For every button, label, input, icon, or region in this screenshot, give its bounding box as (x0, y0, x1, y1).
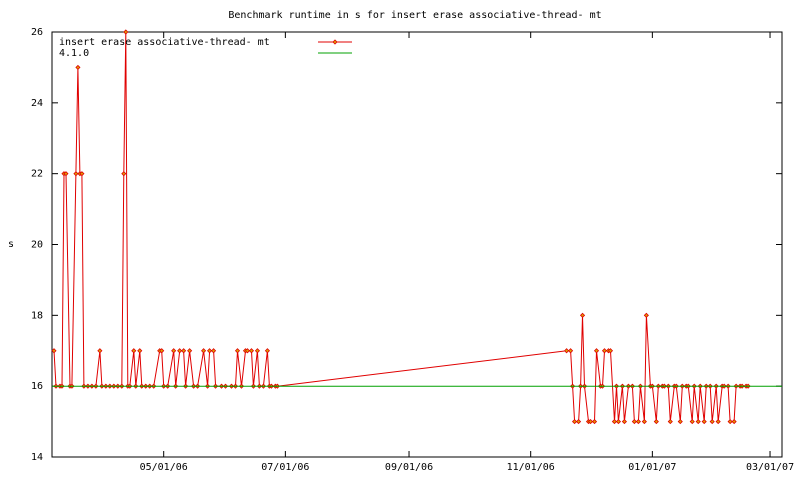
data-point (75, 64, 81, 70)
y-axis-label: s (8, 239, 14, 250)
data-point (591, 419, 598, 425)
data-point (159, 348, 165, 354)
data-point (207, 348, 213, 354)
data-point (611, 419, 618, 425)
data-point (653, 419, 659, 425)
data-point (123, 29, 129, 35)
y-tick-label: 18 (31, 310, 43, 321)
data-point (97, 348, 103, 354)
data-point (701, 419, 707, 425)
data-point (210, 348, 217, 354)
data-point (601, 348, 608, 354)
data-point (715, 419, 721, 425)
data-point (635, 419, 641, 425)
data-point (607, 348, 614, 354)
x-tick-label: 01/01/07 (628, 462, 676, 473)
data-point (73, 171, 79, 177)
data-point (79, 171, 85, 177)
data-point (695, 419, 701, 425)
data-point (177, 348, 183, 354)
data-point (631, 419, 637, 425)
x-tick-label: 11/01/06 (507, 462, 555, 473)
x-tick-label: 05/01/06 (140, 462, 188, 473)
data-point (254, 348, 261, 354)
x-tick-label: 07/01/06 (261, 462, 309, 473)
data-point (572, 419, 578, 425)
y-tick-label: 26 (31, 27, 43, 38)
data-point (131, 348, 137, 354)
data-point (181, 348, 187, 354)
legend-marker (332, 39, 338, 45)
data-point (121, 171, 127, 177)
chart-title: Benchmark runtime in s for insert erase … (228, 10, 601, 21)
legend-label: insert erase associative-thread- mt (59, 37, 270, 48)
plot-frame (51, 31, 783, 458)
y-tick-label: 22 (31, 169, 43, 180)
y-tick-label: 20 (31, 240, 43, 251)
data-point (731, 419, 737, 425)
data-point (63, 171, 69, 177)
data-point (727, 419, 733, 425)
data-point (234, 348, 241, 354)
data-point (137, 348, 143, 354)
data-point (264, 348, 270, 354)
series-line (53, 31, 749, 423)
data-point (171, 348, 177, 354)
x-tick-label: 03/01/07 (746, 462, 794, 473)
data-point (568, 348, 574, 354)
data-point (689, 419, 695, 425)
data-point (579, 312, 586, 318)
y-tick-label: 16 (31, 381, 43, 392)
y-tick-label: 24 (31, 98, 43, 109)
data-point (201, 348, 207, 354)
x-tick-label: 09/01/06 (385, 462, 433, 473)
data-point (575, 419, 582, 425)
data-point (677, 419, 683, 425)
data-point (564, 348, 570, 354)
y-tick-label: 14 (31, 452, 43, 463)
data-point (593, 348, 600, 354)
data-point (667, 419, 673, 425)
data-point (641, 419, 647, 425)
data-point (248, 348, 255, 354)
data-point (187, 348, 193, 354)
data-point (643, 312, 649, 318)
legend-label: 4.1.0 (59, 48, 89, 59)
data-point (621, 419, 627, 425)
data-point (709, 419, 715, 425)
data-point (615, 419, 622, 425)
data-point (51, 348, 57, 354)
